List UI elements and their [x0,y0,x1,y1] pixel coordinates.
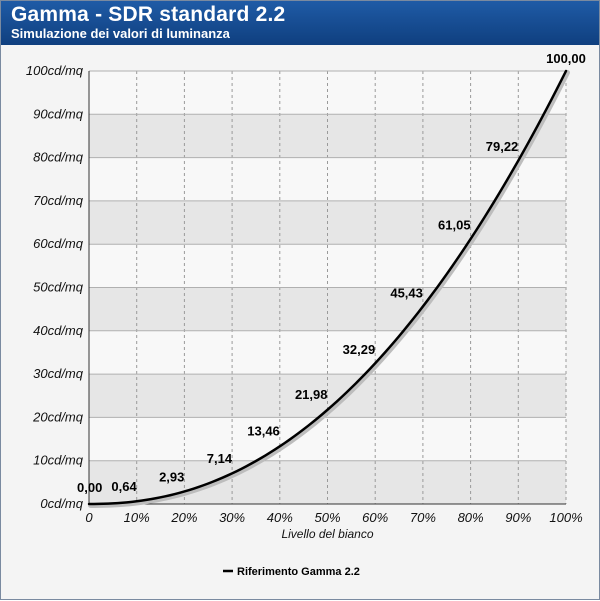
data-label: 21,98 [295,387,328,402]
y-tick-label: 60cd/mq [33,236,84,251]
data-label: 0,64 [111,479,137,494]
chart-title: Gamma - SDR standard 2.2 [11,3,286,26]
y-tick-label: 90cd/mq [33,106,84,121]
x-tick-label: 30% [219,510,245,525]
x-tick-label: 80% [458,510,484,525]
x-tick-label: 10% [124,510,150,525]
data-label: 7,14 [207,451,233,466]
x-tick-label: 100% [549,510,582,525]
series-line-shadow [88,70,570,508]
y-tick-label: 50cd/mq [33,280,84,295]
y-tick-label: 20cd/mq [32,409,84,424]
data-label: 13,46 [247,424,280,439]
legend-label: Riferimento Gamma 2.2 [237,566,360,578]
y-tick-label: 70cd/mq [33,193,84,208]
series-line [87,69,568,506]
data-label: 45,43 [390,285,423,300]
x-tick-label: 70% [410,510,436,525]
data-label: 0,00 [77,480,102,495]
x-axis-title: Livello del bianco [281,527,373,541]
y-tick-label: 30cd/mq [33,366,84,381]
data-label: 100,00 [546,51,586,66]
x-tick-label: 50% [314,510,340,525]
x-tick-label: 0 [85,510,93,525]
data-label: 32,29 [343,342,376,357]
chart-subtitle: Simulazione dei valori di luminanza [11,26,230,41]
x-tick-label: 90% [505,510,531,525]
y-tick-label: 100cd/mq [26,63,84,78]
data-label: 2,93 [159,469,184,484]
data-label: 61,05 [438,218,471,233]
x-tick-label: 60% [362,510,388,525]
y-tick-label: 80cd/mq [33,150,84,165]
y-tick-label: 40cd/mq [33,323,84,338]
data-label: 79,22 [486,139,519,154]
x-tick-label: 20% [170,510,197,525]
y-tick-label: 10cd/mq [33,453,84,468]
chart-header: Gamma - SDR standard 2.2 Simulazione dei… [1,1,599,45]
x-tick-label: 40% [267,510,293,525]
y-tick-label: 0cd/mq [40,496,83,511]
